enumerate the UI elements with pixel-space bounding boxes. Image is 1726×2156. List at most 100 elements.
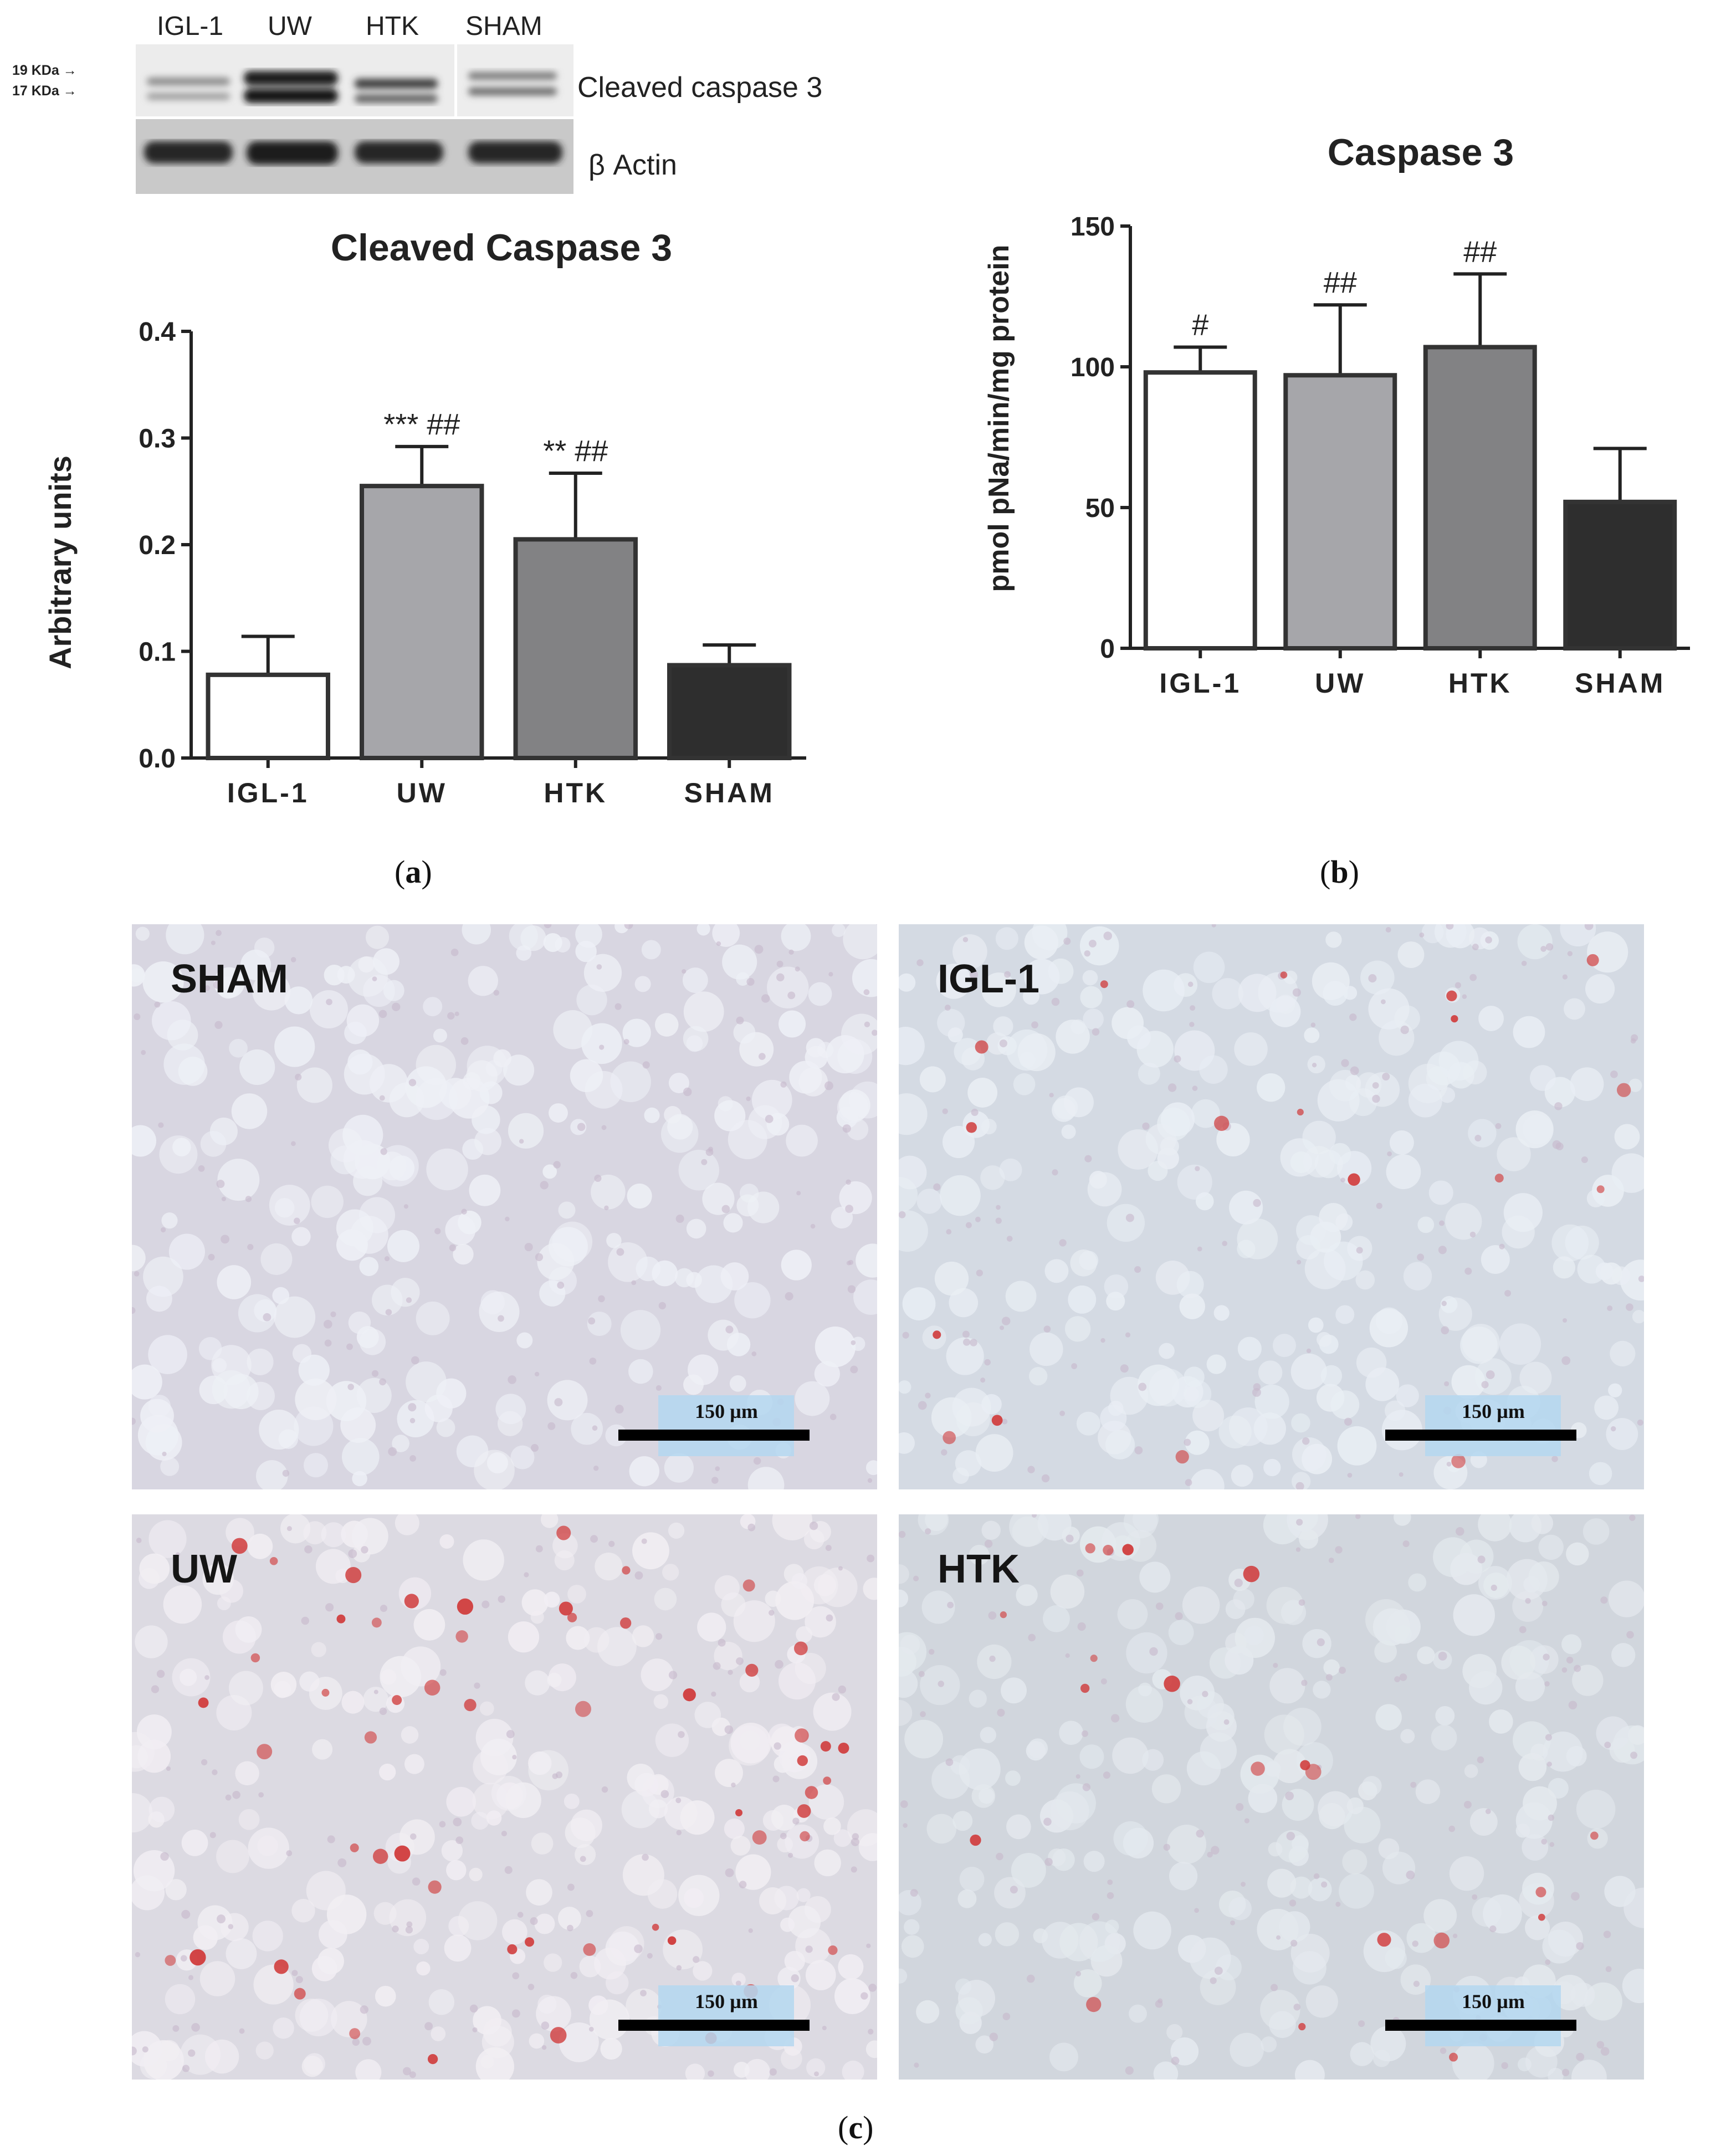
- tissue-nucleus: [675, 1797, 682, 1804]
- tissue-vacuole: [1489, 1709, 1513, 1734]
- tissue-nucleus: [409, 2071, 416, 2078]
- tissue-vacuole: [1182, 1586, 1220, 1624]
- tissue-nucleus: [372, 976, 377, 981]
- tissue-nucleus: [604, 1205, 609, 1211]
- tissue-vacuole: [926, 1814, 957, 1844]
- tissue-vacuole: [160, 1457, 180, 1476]
- tissue-nucleus: [1568, 1701, 1578, 1709]
- tissue-nucleus: [1604, 1742, 1611, 1749]
- tissue-vacuole: [729, 1375, 746, 1392]
- tissue-nucleus: [1376, 1202, 1382, 1209]
- tissue-nucleus: [1043, 1817, 1052, 1826]
- tissue-nucleus: [1637, 1419, 1643, 1426]
- tissue-vacuole: [795, 1381, 830, 1416]
- tissue-vacuole: [1468, 1119, 1497, 1148]
- tissue-nucleus: [541, 2045, 547, 2050]
- tissue-vacuole: [565, 1817, 596, 1848]
- tissue-vacuole: [312, 1739, 333, 1760]
- tissue-vacuole: [1216, 1123, 1250, 1156]
- tissue-nucleus: [330, 1311, 336, 1318]
- tissue-nucleus: [914, 2062, 919, 2068]
- tissue-vacuole: [683, 1374, 704, 1395]
- tissue-nucleus: [1464, 1267, 1472, 1275]
- tissue-nucleus: [693, 1956, 700, 1963]
- tissue-nucleus: [439, 1669, 447, 1676]
- tissue-vacuole: [1234, 1032, 1268, 1066]
- tissue-vacuole: [161, 1212, 178, 1229]
- tissue-vacuole: [805, 1960, 836, 1990]
- tissue-nucleus: [1349, 1013, 1357, 1021]
- tissue-vacuole: [534, 1913, 555, 1934]
- tissue-nucleus: [1394, 1676, 1401, 1682]
- tissue-nucleus: [918, 1401, 927, 1410]
- tissue-vacuole: [473, 1749, 508, 1785]
- tissue-vacuole: [899, 1093, 928, 1135]
- tissue-nucleus: [647, 1953, 653, 1959]
- tissue-vacuole: [1345, 1075, 1361, 1091]
- tissue-nucleus: [498, 1315, 504, 1322]
- tissue-nucleus: [945, 1758, 954, 1766]
- micrograph-label: SHAM: [171, 957, 288, 1001]
- tissue-nucleus: [151, 1685, 160, 1693]
- tissue-nucleus: [1441, 1300, 1447, 1307]
- tissue-nucleus: [913, 1575, 919, 1581]
- tissue-nucleus: [1581, 1156, 1588, 1164]
- tissue-nucleus: [286, 1526, 292, 1532]
- tissue-vacuole: [163, 1585, 202, 1624]
- positive-cell: [1300, 1760, 1310, 1770]
- tissue-vacuole: [728, 1120, 767, 1160]
- scale-bar: [1385, 1430, 1576, 1441]
- tissue-vacuole: [570, 1059, 603, 1092]
- tissue-vacuole: [269, 1185, 310, 1226]
- tissue-vacuole: [904, 1919, 920, 1935]
- tissue-vacuole: [641, 1658, 674, 1692]
- tissue-vacuole: [140, 1399, 174, 1433]
- micrograph-label: HTK: [938, 1547, 1020, 1591]
- positive-cell: [583, 1943, 596, 1956]
- tissue-nucleus: [1222, 1241, 1227, 1246]
- tissue-nucleus: [1293, 2003, 1301, 2011]
- tissue-vacuole: [1193, 951, 1225, 984]
- tissue-vacuole: [733, 1600, 775, 1642]
- tissue-vacuole: [1272, 1334, 1296, 1358]
- tissue-nucleus: [1031, 1021, 1038, 1029]
- tissue-nucleus: [1296, 1259, 1302, 1265]
- tissue-vacuole: [734, 1282, 771, 1319]
- tissue-vacuole: [404, 1754, 424, 1774]
- tissue-vacuole: [309, 990, 348, 1029]
- positive-cell: [1446, 990, 1457, 1001]
- tissue-vacuole: [808, 982, 832, 1006]
- tissue-nucleus: [362, 2036, 371, 2046]
- tissue-vacuole: [567, 1585, 586, 1604]
- tissue-nucleus: [708, 2070, 714, 2077]
- tissue-vacuole: [479, 1081, 503, 1104]
- tissue-vacuole: [1406, 1923, 1437, 1953]
- tissue-vacuole: [202, 1563, 234, 1595]
- tissue-vacuole: [426, 1148, 468, 1191]
- tissue-vacuole: [839, 1181, 872, 1215]
- tissue-nucleus: [191, 2023, 200, 2032]
- tissue-vacuole: [1566, 1542, 1589, 1566]
- tissue-vacuole: [229, 1038, 248, 1058]
- positive-cell: [1538, 1913, 1545, 1921]
- tissue-vacuole: [1076, 1411, 1100, 1436]
- positive-cell: [507, 1944, 518, 1955]
- tissue-nucleus: [861, 1992, 868, 2000]
- tissue-nucleus: [918, 1671, 925, 1677]
- tissue-nucleus: [1485, 936, 1492, 944]
- y-axis-label: Arbitrary units: [43, 455, 78, 669]
- tissue-nucleus: [971, 1108, 979, 1117]
- tissue-nucleus: [1438, 1246, 1447, 1254]
- tissue-vacuole: [708, 1319, 739, 1351]
- tissue-vacuole: [540, 1514, 559, 1528]
- tissue-nucleus: [544, 924, 552, 929]
- tissue-vacuole: [683, 991, 724, 1032]
- tissue-vacuole: [1445, 1203, 1482, 1240]
- tissue-vacuole: [132, 1125, 156, 1157]
- tissue-vacuole: [508, 1113, 544, 1149]
- tissue-vacuole: [1016, 1584, 1038, 1606]
- positive-cell: [1451, 1454, 1466, 1468]
- positive-cell: [683, 1688, 696, 1702]
- tissue-nucleus: [450, 949, 459, 956]
- tissue-vacuole: [1192, 1400, 1225, 1432]
